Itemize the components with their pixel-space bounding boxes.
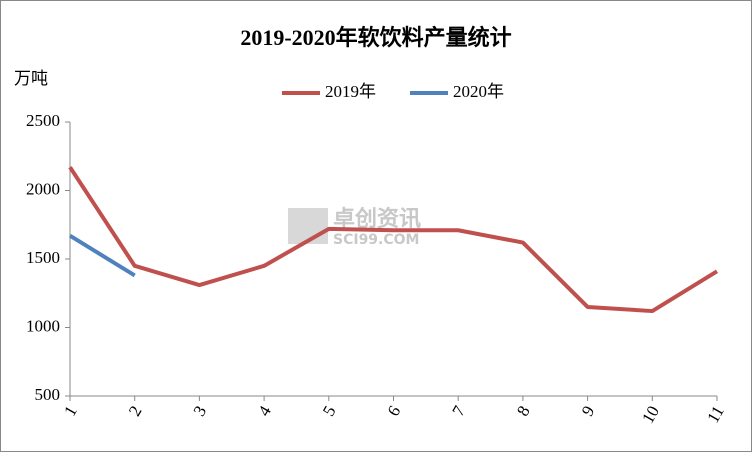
y-tick-label: 1500 xyxy=(26,248,60,267)
y-tick-label: 1000 xyxy=(26,316,60,335)
watermark: SCI99.COM xyxy=(333,232,419,248)
legend-label: 2020年 xyxy=(453,82,504,101)
y-tick-label: 2000 xyxy=(26,179,60,198)
series-line xyxy=(68,166,719,314)
chart-title: 2019-2020年软饮料产量统计 xyxy=(240,25,511,50)
y-tick-label: 2500 xyxy=(26,111,60,130)
watermark-logo xyxy=(288,208,328,244)
legend-label: 2019年 xyxy=(325,82,376,101)
y-axis-label: 万吨 xyxy=(14,69,48,88)
y-tick-label: 500 xyxy=(35,385,61,404)
series-line xyxy=(68,234,136,278)
